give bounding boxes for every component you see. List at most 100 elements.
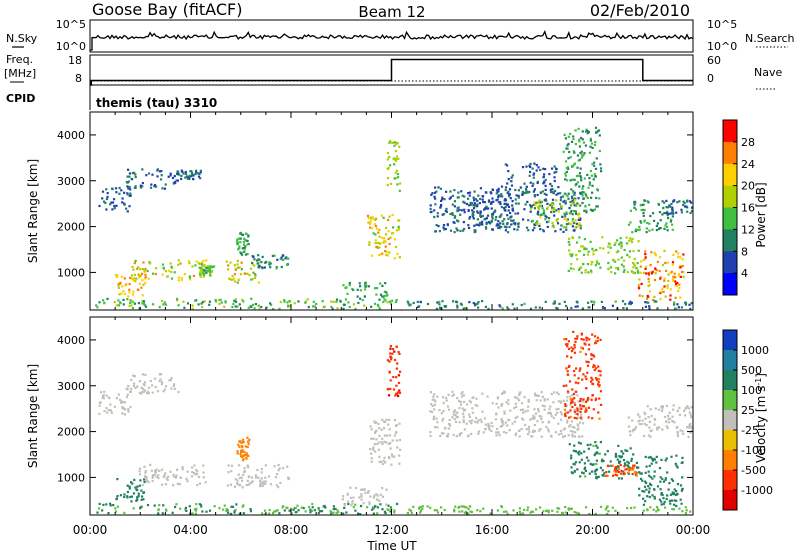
data-cell bbox=[134, 486, 137, 489]
data-cell bbox=[106, 195, 109, 199]
data-cell bbox=[658, 467, 662, 470]
data-cell bbox=[647, 280, 650, 283]
data-cell bbox=[562, 399, 565, 402]
data-cell bbox=[529, 165, 532, 169]
y-tick-label: 2000 bbox=[57, 426, 85, 439]
data-cell bbox=[614, 272, 617, 275]
data-cell bbox=[442, 396, 445, 399]
data-cell bbox=[198, 172, 201, 175]
data-cell bbox=[374, 239, 377, 242]
data-cell bbox=[561, 511, 564, 515]
data-cell bbox=[657, 408, 661, 411]
data-cell bbox=[507, 205, 511, 208]
data-cell bbox=[671, 420, 674, 423]
data-cell bbox=[188, 174, 191, 177]
data-cell bbox=[481, 214, 484, 218]
data-cell bbox=[347, 502, 350, 506]
data-cell bbox=[393, 141, 396, 144]
data-cell bbox=[234, 478, 237, 481]
data-cell bbox=[541, 213, 544, 216]
data-cell bbox=[586, 399, 589, 402]
data-cell bbox=[528, 174, 531, 177]
data-cell bbox=[193, 508, 197, 511]
data-cell bbox=[653, 470, 656, 473]
data-cell bbox=[313, 509, 316, 512]
data-cell bbox=[264, 482, 267, 485]
data-cell bbox=[375, 493, 378, 496]
data-cell bbox=[569, 253, 572, 256]
data-cell bbox=[533, 194, 536, 197]
data-cell bbox=[553, 300, 556, 303]
data-cell bbox=[583, 342, 586, 345]
data-cell bbox=[468, 226, 471, 230]
data-cell bbox=[678, 256, 681, 259]
data-cell bbox=[569, 156, 572, 159]
data-cell bbox=[115, 498, 118, 501]
data-cell bbox=[149, 463, 152, 466]
data-cell bbox=[687, 426, 690, 429]
data-cell bbox=[573, 469, 576, 473]
data-cell bbox=[650, 483, 653, 487]
data-cell bbox=[570, 209, 573, 213]
data-cell bbox=[658, 498, 661, 501]
data-cell bbox=[194, 173, 197, 176]
data-cell bbox=[507, 209, 510, 212]
data-cell bbox=[519, 512, 522, 515]
data-cell bbox=[241, 247, 244, 250]
data-cell bbox=[113, 198, 116, 201]
data-cell bbox=[155, 468, 158, 471]
noise-panel-frame bbox=[89, 19, 694, 53]
data-cell bbox=[330, 512, 333, 515]
data-cell bbox=[500, 404, 503, 407]
data-cell bbox=[649, 429, 652, 433]
data-cell bbox=[562, 384, 565, 388]
data-cell bbox=[258, 307, 261, 310]
data-cell bbox=[128, 175, 131, 178]
data-cell bbox=[462, 394, 465, 397]
data-cell bbox=[539, 168, 542, 172]
data-cell bbox=[588, 472, 591, 475]
data-cell bbox=[225, 510, 228, 513]
data-cell bbox=[243, 450, 246, 453]
data-cell bbox=[141, 391, 144, 394]
data-cell bbox=[577, 159, 580, 162]
data-cell bbox=[495, 224, 498, 227]
data-cell bbox=[528, 164, 531, 167]
data-cell bbox=[382, 427, 386, 430]
data-cell bbox=[208, 300, 211, 303]
data-cell bbox=[250, 297, 253, 300]
data-cell bbox=[180, 278, 183, 282]
data-cell bbox=[181, 468, 184, 471]
data-cell bbox=[634, 208, 638, 211]
data-cell bbox=[441, 419, 444, 422]
data-cell bbox=[115, 191, 118, 194]
data-cell bbox=[250, 476, 254, 479]
data-cell bbox=[244, 245, 247, 248]
data-cell bbox=[625, 236, 628, 239]
data-cell bbox=[158, 373, 161, 376]
data-cell bbox=[669, 288, 672, 291]
data-cell bbox=[635, 461, 638, 464]
data-cell bbox=[121, 201, 124, 204]
data-cell bbox=[463, 201, 466, 204]
data-cell bbox=[641, 490, 644, 493]
data-cell bbox=[619, 464, 622, 467]
data-cell bbox=[607, 267, 610, 270]
data-cell bbox=[641, 479, 644, 482]
data-cell bbox=[593, 208, 596, 211]
data-cell bbox=[587, 271, 590, 274]
data-cell bbox=[356, 288, 359, 291]
data-cell bbox=[136, 485, 139, 488]
data-cell bbox=[572, 330, 575, 333]
data-cell bbox=[275, 509, 278, 512]
data-cell bbox=[620, 469, 623, 472]
data-cell bbox=[130, 277, 133, 280]
data-cell bbox=[477, 419, 480, 422]
data-cell bbox=[541, 421, 544, 424]
data-cell bbox=[655, 224, 658, 227]
data-cell bbox=[615, 468, 618, 471]
data-cell bbox=[161, 483, 164, 486]
data-cell bbox=[481, 392, 484, 395]
data-cell bbox=[128, 487, 131, 490]
data-cell bbox=[591, 378, 594, 381]
